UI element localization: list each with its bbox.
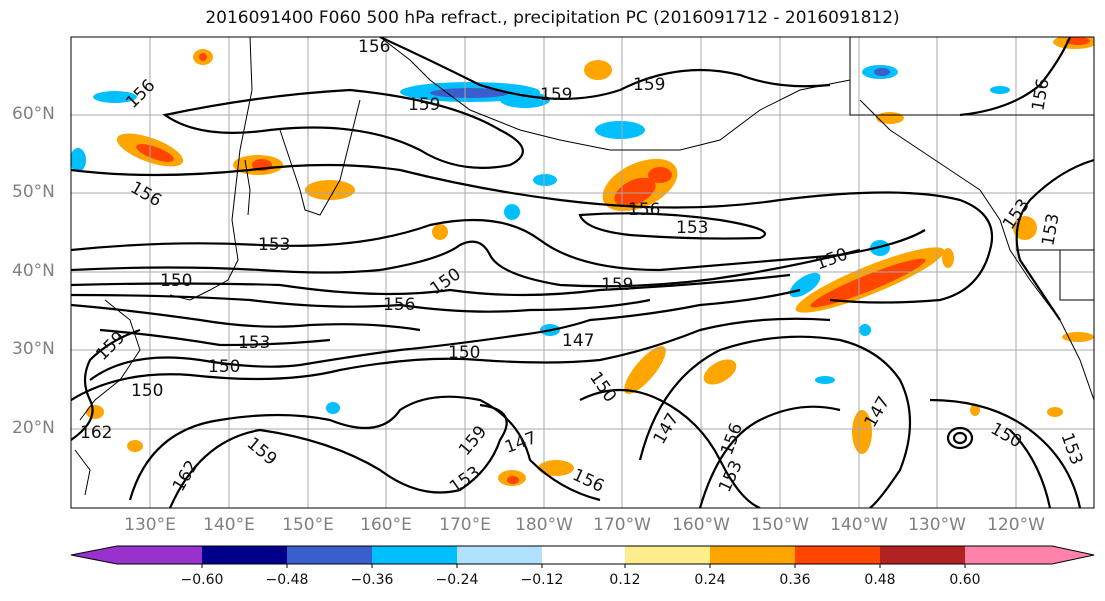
contour-label: 153	[676, 218, 708, 238]
colorbar-swatch	[457, 546, 542, 564]
colorbar-outline	[70, 545, 1095, 565]
colorbar-swatch	[287, 546, 372, 564]
colorbar-tick-label: −0.60	[180, 572, 224, 588]
colorbar-tick-label: 0.60	[949, 572, 981, 588]
contour-label: 153	[258, 235, 290, 255]
coastlines	[74, 37, 1094, 496]
contour-label: 150	[160, 271, 192, 291]
colorbar-tick-label: 0.48	[864, 572, 896, 588]
colorbar-tick-label: 0.24	[694, 572, 726, 588]
lon-label: 130°W	[908, 515, 966, 535]
lon-label: 160°E	[360, 515, 412, 535]
colorbar-swatch	[625, 546, 710, 564]
colorbar-swatch	[71, 546, 202, 564]
lon-label: 140°E	[203, 515, 255, 535]
lat-label: 20°N	[12, 418, 55, 438]
precip-anomaly-fill	[71, 37, 1094, 486]
colorbar-swatch	[710, 546, 795, 564]
lon-label: 180°W	[515, 515, 573, 535]
map-title: 2016091400 F060 500 hPa refract., precip…	[205, 8, 900, 28]
lon-label: 150°W	[751, 515, 809, 535]
lon-label: 130°E	[124, 515, 176, 535]
contour-label: 159	[540, 85, 572, 105]
contour-label: 156	[628, 200, 660, 220]
contour-labels: 156 159 159 159 156 156 156 153 153 150 …	[80, 37, 1086, 498]
contour-label: 156	[383, 295, 415, 315]
contour-label: 159	[633, 75, 665, 95]
lat-label: 30°N	[12, 339, 55, 359]
contour-label: 159	[408, 95, 440, 115]
colorbar-tick-label: −0.12	[520, 572, 564, 588]
colorbar-swatch	[542, 546, 625, 564]
map-frame	[70, 36, 1095, 509]
contour-label: 159	[601, 275, 633, 295]
lon-label: 150°E	[282, 515, 334, 535]
contour-label: 150	[208, 357, 240, 377]
colorbar-swatch	[372, 546, 457, 564]
lon-label: 140°W	[830, 515, 888, 535]
colorbar-swatch	[880, 546, 965, 564]
colorbar-swatch	[202, 546, 287, 564]
colorbar-swatch	[965, 546, 1094, 564]
lon-label: 170°W	[593, 515, 651, 535]
contour-label: 147	[562, 331, 594, 351]
colorbar-tick-label: −0.48	[265, 572, 309, 588]
colorbar-tick-label: −0.36	[350, 572, 394, 588]
lon-label: 120°W	[987, 515, 1045, 535]
lon-label: 170°E	[439, 515, 491, 535]
colorbar-tick-label: −0.24	[435, 572, 479, 588]
colorbar-tick-label: 0.36	[779, 572, 811, 588]
contour-label: 150	[131, 381, 163, 401]
lat-label: 60°N	[12, 104, 55, 124]
refractivity-contours	[71, 37, 1094, 508]
lat-label: 40°N	[12, 261, 55, 281]
lat-label: 50°N	[12, 182, 55, 202]
contour-label: 150	[448, 343, 480, 363]
contour-label: 162	[80, 423, 112, 443]
contour-label: 156	[358, 37, 390, 57]
colorbar-swatch	[795, 546, 880, 564]
contour-label: 153	[238, 333, 270, 353]
colorbar-tick-label: 0.12	[609, 572, 641, 588]
lon-label: 160°W	[672, 515, 730, 535]
